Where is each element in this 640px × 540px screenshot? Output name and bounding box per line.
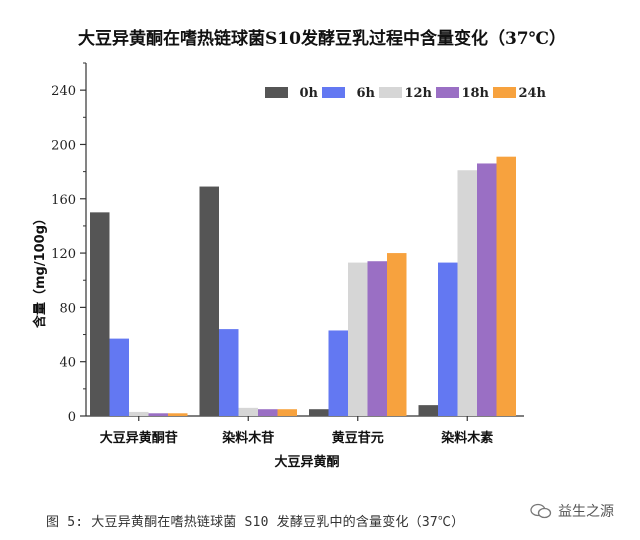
figure-caption: 图 5: 大豆异黄酮在嗜热链球菌 S10 发酵豆乳中的含量变化（37℃） (46, 515, 465, 530)
bar-18h-1 (148, 413, 168, 416)
bar-6h-2 (219, 329, 239, 416)
plot-area (85, 63, 524, 417)
x-category-label: 染料木苷 (221, 430, 274, 446)
legend-label-24h: 24h (518, 86, 546, 101)
bar-24h-1 (168, 413, 188, 416)
x-axis-label: 大豆异黄酮 (274, 454, 339, 470)
x-category-label: 染料木素 (440, 430, 493, 446)
y-tick-label: 120 (51, 247, 76, 262)
bar-0h-1 (90, 212, 110, 416)
legend-swatch-18h (436, 87, 459, 98)
legend-swatch-24h (493, 87, 516, 98)
bar-18h-2 (258, 409, 278, 416)
y-tick-label: 160 (51, 193, 76, 208)
y-tick-label: 80 (59, 301, 76, 316)
x-category-label: 黄豆苷元 (332, 430, 384, 446)
legend-label-6h: 6h (357, 86, 376, 101)
y-tick-label: 0 (68, 410, 76, 425)
bar-12h-2 (238, 407, 258, 416)
bar-6h-1 (109, 338, 129, 416)
watermark-text: 益生之源 (558, 504, 614, 520)
x-category-label: 大豆异黄酮苷 (100, 430, 178, 446)
watermark: 益生之源 (530, 501, 614, 521)
bar-24h-3 (387, 253, 407, 416)
bar-24h-2 (277, 409, 297, 416)
bar-18h-3 (367, 261, 387, 416)
legend: 0h 6h 12h 18h 24h (265, 86, 547, 101)
bar-0h-4 (418, 405, 438, 416)
bar-12h-3 (348, 262, 368, 416)
y-tick-label: 40 (59, 356, 76, 371)
bar-6h-4 (438, 262, 458, 416)
y-tick-label: 240 (51, 84, 76, 99)
y-axis-label: 含量（mg/100g） (32, 212, 48, 329)
bar-6h-3 (328, 330, 348, 416)
x-axis-categories: 大豆异黄酮苷 染料木苷 黄豆苷元 染料木素 (100, 416, 493, 446)
wechat-bubbles-icon (530, 503, 552, 519)
y-tick-label: 200 (51, 138, 76, 153)
bar-18h-4 (477, 163, 497, 416)
bar-0h-3 (309, 409, 329, 416)
legend-swatch-12h (379, 87, 402, 98)
bar-24h-4 (496, 156, 516, 416)
legend-label-18h: 18h (461, 86, 489, 101)
bar-0h-2 (199, 186, 219, 416)
legend-swatch-0h (265, 87, 288, 98)
bar-12h-4 (457, 170, 477, 416)
legend-swatch-6h (322, 87, 345, 98)
y-axis-ticks: 0 40 80 120 160 200 240 (51, 62, 86, 425)
legend-label-12h: 12h (404, 86, 432, 101)
bar-12h-1 (129, 411, 149, 416)
chart-title: 大豆异黄酮在嗜热链球菌S10发酵豆乳过程中含量变化（37℃） (78, 28, 566, 49)
legend-label-0h: 0h (300, 86, 319, 101)
